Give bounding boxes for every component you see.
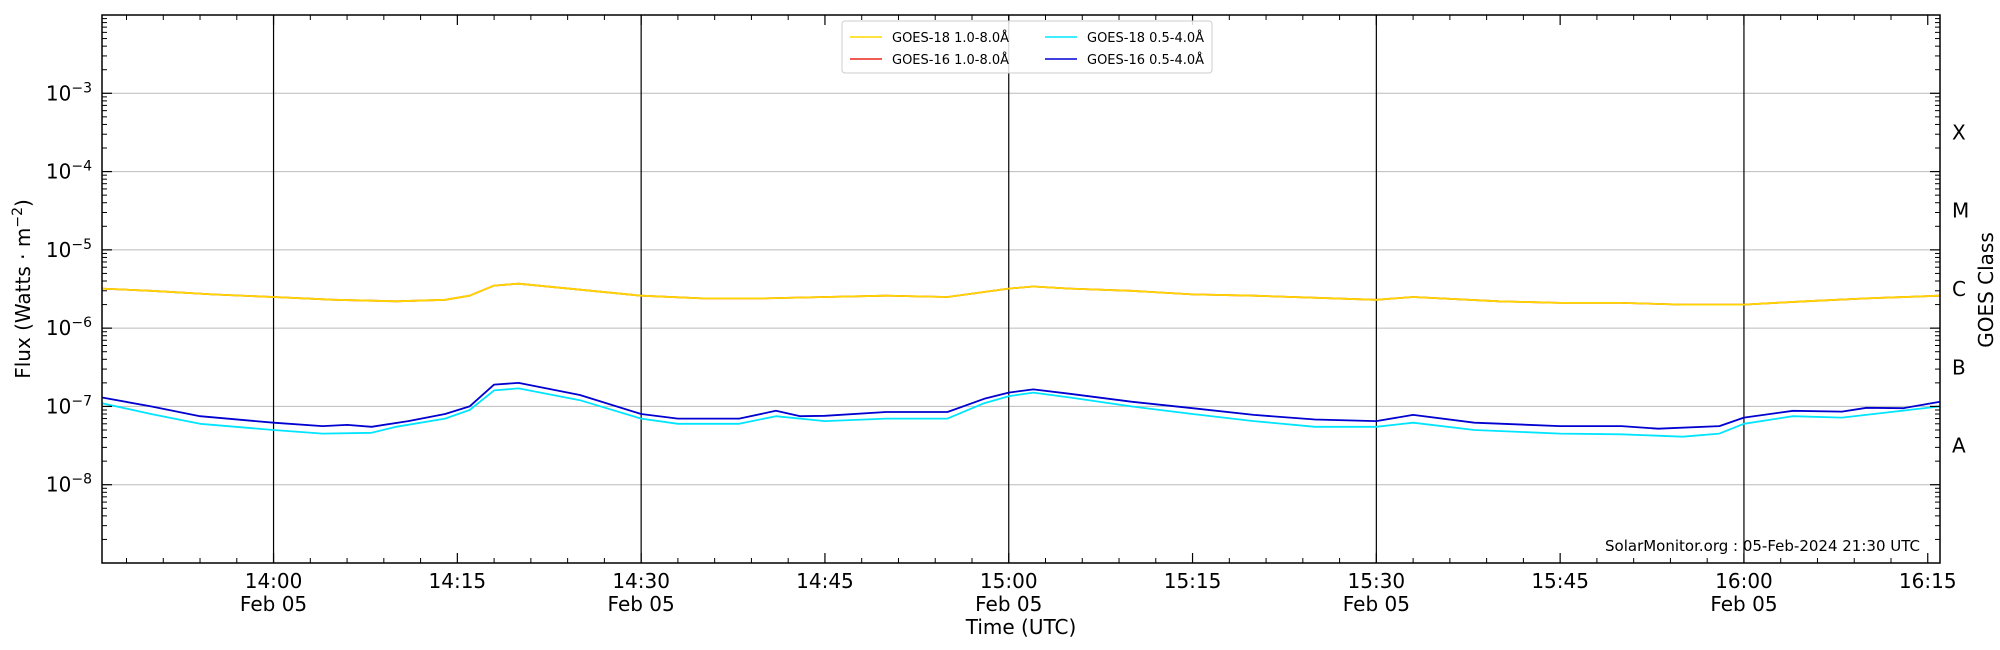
y-axis-title-sup: −2	[10, 207, 26, 228]
y-tick-label: 10−5	[46, 237, 92, 262]
y-tick-exponent: −7	[71, 393, 92, 409]
x-tick-date-label: Feb 05	[1710, 592, 1777, 616]
x-tick-label: 15:00	[980, 569, 1038, 593]
y-tick-label: 10−4	[46, 159, 92, 184]
x-tick-date-label: Feb 05	[608, 592, 675, 616]
y-tick-base: 10	[46, 81, 71, 105]
legend: GOES-18 1.0-8.0Å GOES-16 1.0-8.0Å GOES-18 …	[841, 20, 1213, 74]
y-tick-base: 10	[46, 238, 71, 262]
series-line	[101, 381, 1941, 430]
goes-class-label: C	[1952, 277, 1966, 301]
y-tick-label: 10−7	[46, 393, 92, 418]
x-tick-label: 14:30	[612, 569, 670, 593]
x-tick-label: 15:30	[1348, 569, 1406, 593]
series-lines	[101, 282, 1941, 438]
legend-box	[841, 20, 1213, 74]
legend-entry: GOES-18 0.5-4.0Å	[1087, 30, 1204, 46]
series-line	[101, 387, 1941, 438]
y-tick-base: 10	[46, 160, 71, 184]
goes-class-labels: X M C B A	[1952, 120, 1969, 457]
x-axis-title: Time (UTC)	[965, 615, 1077, 639]
y-tick-exponent: −6	[71, 315, 92, 331]
y-tick-base: 10	[46, 316, 71, 340]
legend-entry: GOES-16 1.0-8.0Å	[892, 52, 1009, 68]
y-tick-label: 10−8	[46, 472, 92, 497]
goes-class-label: B	[1952, 355, 1966, 379]
x-tick-date-label: Feb 05	[240, 592, 307, 616]
x-tick-label: 14:00	[245, 569, 303, 593]
x-tick-label: 14:45	[796, 569, 854, 593]
y-tick-exponent: −4	[71, 159, 92, 175]
horizontal-gridlines	[102, 92, 1940, 486]
legend-entry: GOES-18 1.0-8.0Å	[892, 30, 1009, 46]
x-tick-label: 16:15	[1899, 569, 1957, 593]
y-tick-label: 10−6	[46, 315, 92, 340]
plot-frame	[101, 14, 1941, 564]
goes-class-label: M	[1952, 199, 1969, 223]
y-tick-exponent: −3	[71, 80, 92, 96]
goes-class-label: X	[1952, 120, 1966, 144]
credit-text: SolarMonitor.org : 05-Feb-2024 21:30 UTC	[1605, 537, 1920, 555]
y-tick-label: 10−3	[46, 80, 92, 105]
x-tick-label: 15:15	[1164, 569, 1222, 593]
axis-ticks	[102, 15, 1940, 563]
y-tick-exponent: −8	[71, 472, 92, 488]
x-tick-label: 16:00	[1715, 569, 1773, 593]
y-tick-base: 10	[46, 394, 71, 418]
x-tick-label: 15:45	[1531, 569, 1589, 593]
series-line	[101, 282, 1941, 306]
x-tick-label: 14:15	[429, 569, 487, 593]
y-tick-exponent: −5	[71, 237, 92, 253]
goes-class-label: A	[1952, 434, 1966, 458]
y-axis-title-main: Flux (Watts · m	[11, 228, 35, 379]
y-axis-title: Flux (Watts · m−2)	[10, 199, 35, 379]
y-axis-title-close: )	[11, 199, 35, 207]
x-tick-date-label: Feb 05	[975, 592, 1042, 616]
legend-entry: GOES-16 0.5-4.0Å	[1087, 52, 1204, 68]
y-tick-base: 10	[46, 473, 71, 497]
goes-class-axis-title: GOES Class	[1974, 232, 1998, 348]
x-tick-date-label: Feb 05	[1343, 592, 1410, 616]
